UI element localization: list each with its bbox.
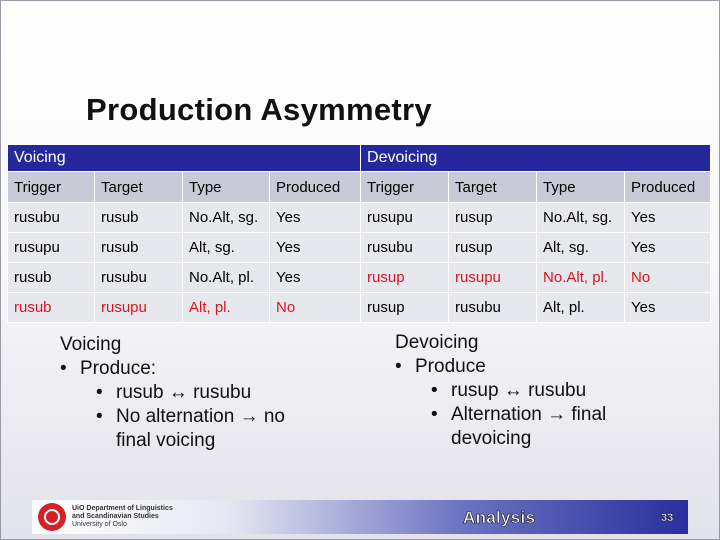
table-cell-highlight: No.Alt, pl. [536,262,626,293]
column-header: Target [94,171,183,203]
bullet-icon: • [431,404,438,425]
table-cell: Alt, sg. [536,232,626,263]
bullet-text: Produce [415,356,486,377]
devoicing-notes: Devoicing • Produce • rusup ↔ rusubu • A… [395,331,685,451]
table-cell-highlight: rusub [7,292,95,323]
table-cell: rusubu [448,292,538,323]
list-item: • rusup ↔ rusubu [431,379,685,403]
list-item: • Produce [395,355,685,379]
bullet-text: Alternation → final devoicing [451,404,607,449]
university-seal-icon [38,503,66,531]
table-cell: No.Alt, sg. [182,202,270,233]
column-header: Trigger [7,171,95,203]
table-row: rusubu rusub No.Alt, sg. Yes rusupu rusu… [7,202,712,233]
logo-line: UiO Department of Linguistics [72,505,173,512]
table-cell: Yes [624,232,712,263]
table-cell: rusubu [360,232,450,263]
column-header: Type [536,171,626,203]
column-header: Produced [624,171,712,203]
table-cell-highlight: rusupu [94,292,183,323]
table-cell: rusupu [360,202,450,233]
table-cell: Yes [268,262,362,293]
table-cell: rusupu [7,232,95,263]
group-header-row: Voicing Devoicing [6,144,712,172]
page-number: 33 [661,512,674,524]
list-item: • rusub ↔ rusubu [96,381,350,405]
bullet-icon: • [96,406,103,427]
logo-line: University of Oslo [72,521,127,528]
table-cell-highlight: No [268,292,362,323]
bullet-text: rusub ↔ rusubu [116,382,252,403]
list-item: • No alternation → no final voicing [96,405,306,453]
devoicing-heading: Devoicing [395,332,479,353]
column-header: Type [182,171,270,203]
table-row: rusupu rusub Alt, sg. Yes rusubu rusup A… [7,232,712,263]
table-cell: No.Alt, pl. [182,262,270,293]
bullet-icon: • [60,358,67,379]
department-logo: UiO Department of Linguistics and Scandi… [72,505,173,529]
column-header: Produced [268,171,362,203]
bullet-icon: • [395,356,402,377]
table-cell: rusup [448,232,538,263]
voicing-heading: Voicing [60,334,122,355]
table-cell: rusup [360,292,450,323]
table-cell-highlight: rusupu [448,262,538,293]
table-cell: No.Alt, sg. [536,202,626,233]
table-cell: rusup [448,202,538,233]
table-cell: Yes [268,202,362,233]
table-cell: Yes [624,292,712,323]
group-devoicing: Devoicing [360,144,712,172]
table-cell-highlight: Alt, pl. [182,292,270,323]
table-cell: Yes [268,232,362,263]
column-header-row: Trigger Target Type Produced Trigger Tar… [7,171,712,203]
bullet-text: rusup ↔ rusubu [451,380,587,401]
slide-title: Production Asymmetry [86,92,432,127]
footer-section-label: Analysis [463,508,536,528]
data-table: Voicing Devoicing Trigger Target Type Pr… [6,144,712,323]
list-item: • Produce: [60,357,350,381]
list-item: • Alternation → final devoicing [431,403,631,451]
table-row: rusub rusupu Alt, pl. No rusup rusubu Al… [7,292,712,323]
table-cell: rusub [94,232,183,263]
table-row: rusub rusubu No.Alt, pl. Yes rusup rusup… [7,262,712,293]
logo-line: and Scandinavian Studies [72,513,159,520]
table-cell: rusub [94,202,183,233]
column-header: Trigger [360,171,450,203]
table-cell: rusub [7,262,95,293]
table-cell: Alt, sg. [182,232,270,263]
table-cell: Alt, pl. [536,292,626,323]
bullet-text: Produce: [80,358,157,379]
bullet-icon: • [96,382,103,403]
table-cell-highlight: rusup [360,262,450,293]
table-cell: rusubu [7,202,95,233]
table-cell: Yes [624,202,712,233]
group-voicing: Voicing [6,144,362,172]
bullet-text: No alternation → no final voicing [116,406,285,451]
bullet-icon: • [431,380,438,401]
voicing-notes: Voicing • Produce: • rusub ↔ rusubu • No… [60,333,350,453]
table-cell: rusubu [94,262,183,293]
table-cell-highlight: No [624,262,712,293]
footer-bar [32,500,688,534]
column-header: Target [448,171,538,203]
